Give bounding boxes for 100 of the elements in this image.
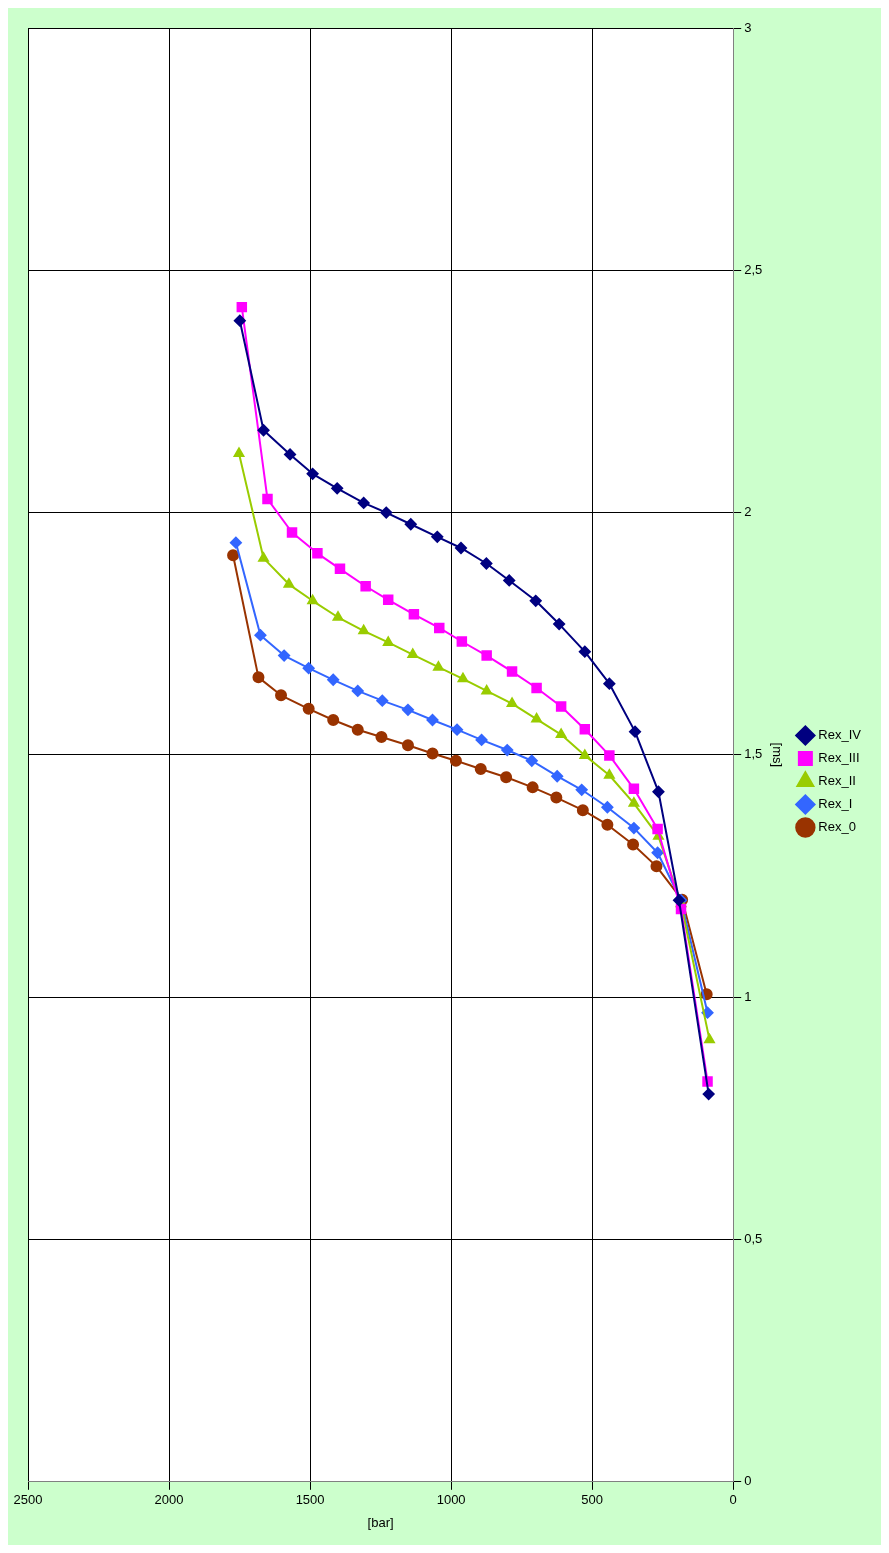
point — [433, 661, 444, 671]
point — [601, 818, 614, 831]
point — [382, 594, 394, 606]
point — [627, 822, 640, 835]
point — [604, 750, 615, 761]
point — [525, 754, 538, 767]
point — [475, 733, 488, 746]
point — [252, 671, 265, 684]
point — [382, 636, 394, 646]
point — [501, 744, 514, 757]
point — [704, 1033, 715, 1044]
y-tick-label: 0 — [744, 1473, 752, 1489]
point — [278, 649, 291, 662]
point — [575, 783, 588, 796]
point — [650, 860, 663, 873]
point — [457, 672, 469, 683]
point — [254, 629, 267, 642]
point — [257, 424, 270, 437]
point — [454, 541, 467, 554]
point — [553, 618, 566, 631]
point — [576, 804, 589, 817]
point — [627, 838, 640, 851]
y-axis-title: [ms] — [770, 742, 786, 768]
legend-label: Rex_II — [818, 773, 856, 789]
point — [375, 730, 388, 743]
point — [332, 611, 344, 621]
point — [380, 506, 393, 519]
point — [555, 728, 567, 739]
point — [652, 785, 665, 798]
y-tick-label: 1,5 — [744, 746, 763, 762]
x-tick-label: 2500 — [13, 1492, 43, 1508]
point — [360, 581, 371, 592]
point — [579, 723, 591, 735]
point — [306, 467, 319, 480]
point — [601, 801, 614, 814]
point — [404, 518, 417, 531]
point — [628, 797, 640, 807]
y-tick-label: 3 — [744, 19, 752, 35]
point — [500, 771, 513, 784]
point — [506, 697, 518, 708]
point — [579, 749, 591, 759]
point — [327, 673, 340, 686]
legend-label: Rex_IV — [818, 727, 862, 743]
point — [526, 781, 539, 794]
point — [481, 684, 492, 695]
legend-label: Rex_I — [818, 796, 853, 812]
point — [262, 493, 273, 505]
point — [628, 783, 640, 795]
legend-label: Rex_III — [818, 750, 860, 766]
point — [236, 301, 248, 313]
point — [233, 447, 245, 457]
point — [531, 713, 542, 723]
point — [426, 747, 439, 760]
point — [550, 791, 563, 804]
point — [506, 666, 518, 677]
point — [331, 482, 344, 495]
x-tick-label: 1500 — [295, 1492, 325, 1508]
point — [327, 714, 340, 727]
point — [604, 769, 615, 779]
point — [702, 1088, 715, 1101]
point — [351, 723, 364, 736]
point — [456, 636, 468, 647]
point — [351, 684, 364, 697]
point — [284, 448, 297, 461]
point — [555, 701, 567, 712]
point — [401, 703, 414, 716]
y-tick-label: 1 — [744, 988, 752, 1004]
point — [283, 578, 295, 588]
point — [629, 725, 642, 738]
point — [229, 536, 242, 549]
point — [431, 530, 444, 543]
point — [376, 694, 389, 707]
point — [481, 650, 492, 661]
point — [652, 823, 663, 835]
point — [503, 574, 516, 587]
point — [401, 739, 414, 752]
point — [651, 846, 664, 859]
y-tick-label: 2,5 — [744, 261, 763, 277]
point — [451, 723, 464, 736]
point — [227, 549, 240, 562]
x-tick-label: 2000 — [154, 1492, 184, 1508]
x-axis-title: [bar] — [367, 1514, 394, 1530]
point — [426, 714, 439, 727]
y-tick-label: 2 — [744, 504, 752, 520]
x-tick-label: 500 — [581, 1492, 604, 1508]
point — [531, 682, 542, 694]
point — [407, 648, 419, 659]
point — [334, 563, 346, 575]
point — [408, 609, 420, 620]
point — [529, 594, 542, 607]
point — [551, 770, 564, 783]
legend-label: Rex_0 — [818, 819, 856, 835]
y-tick-label: 0,5 — [744, 1231, 763, 1247]
point — [358, 624, 369, 635]
point — [449, 754, 462, 767]
x-tick-label: 0 — [729, 1492, 737, 1508]
point — [603, 677, 616, 690]
point — [312, 548, 323, 559]
point — [286, 527, 298, 538]
point — [578, 645, 591, 658]
